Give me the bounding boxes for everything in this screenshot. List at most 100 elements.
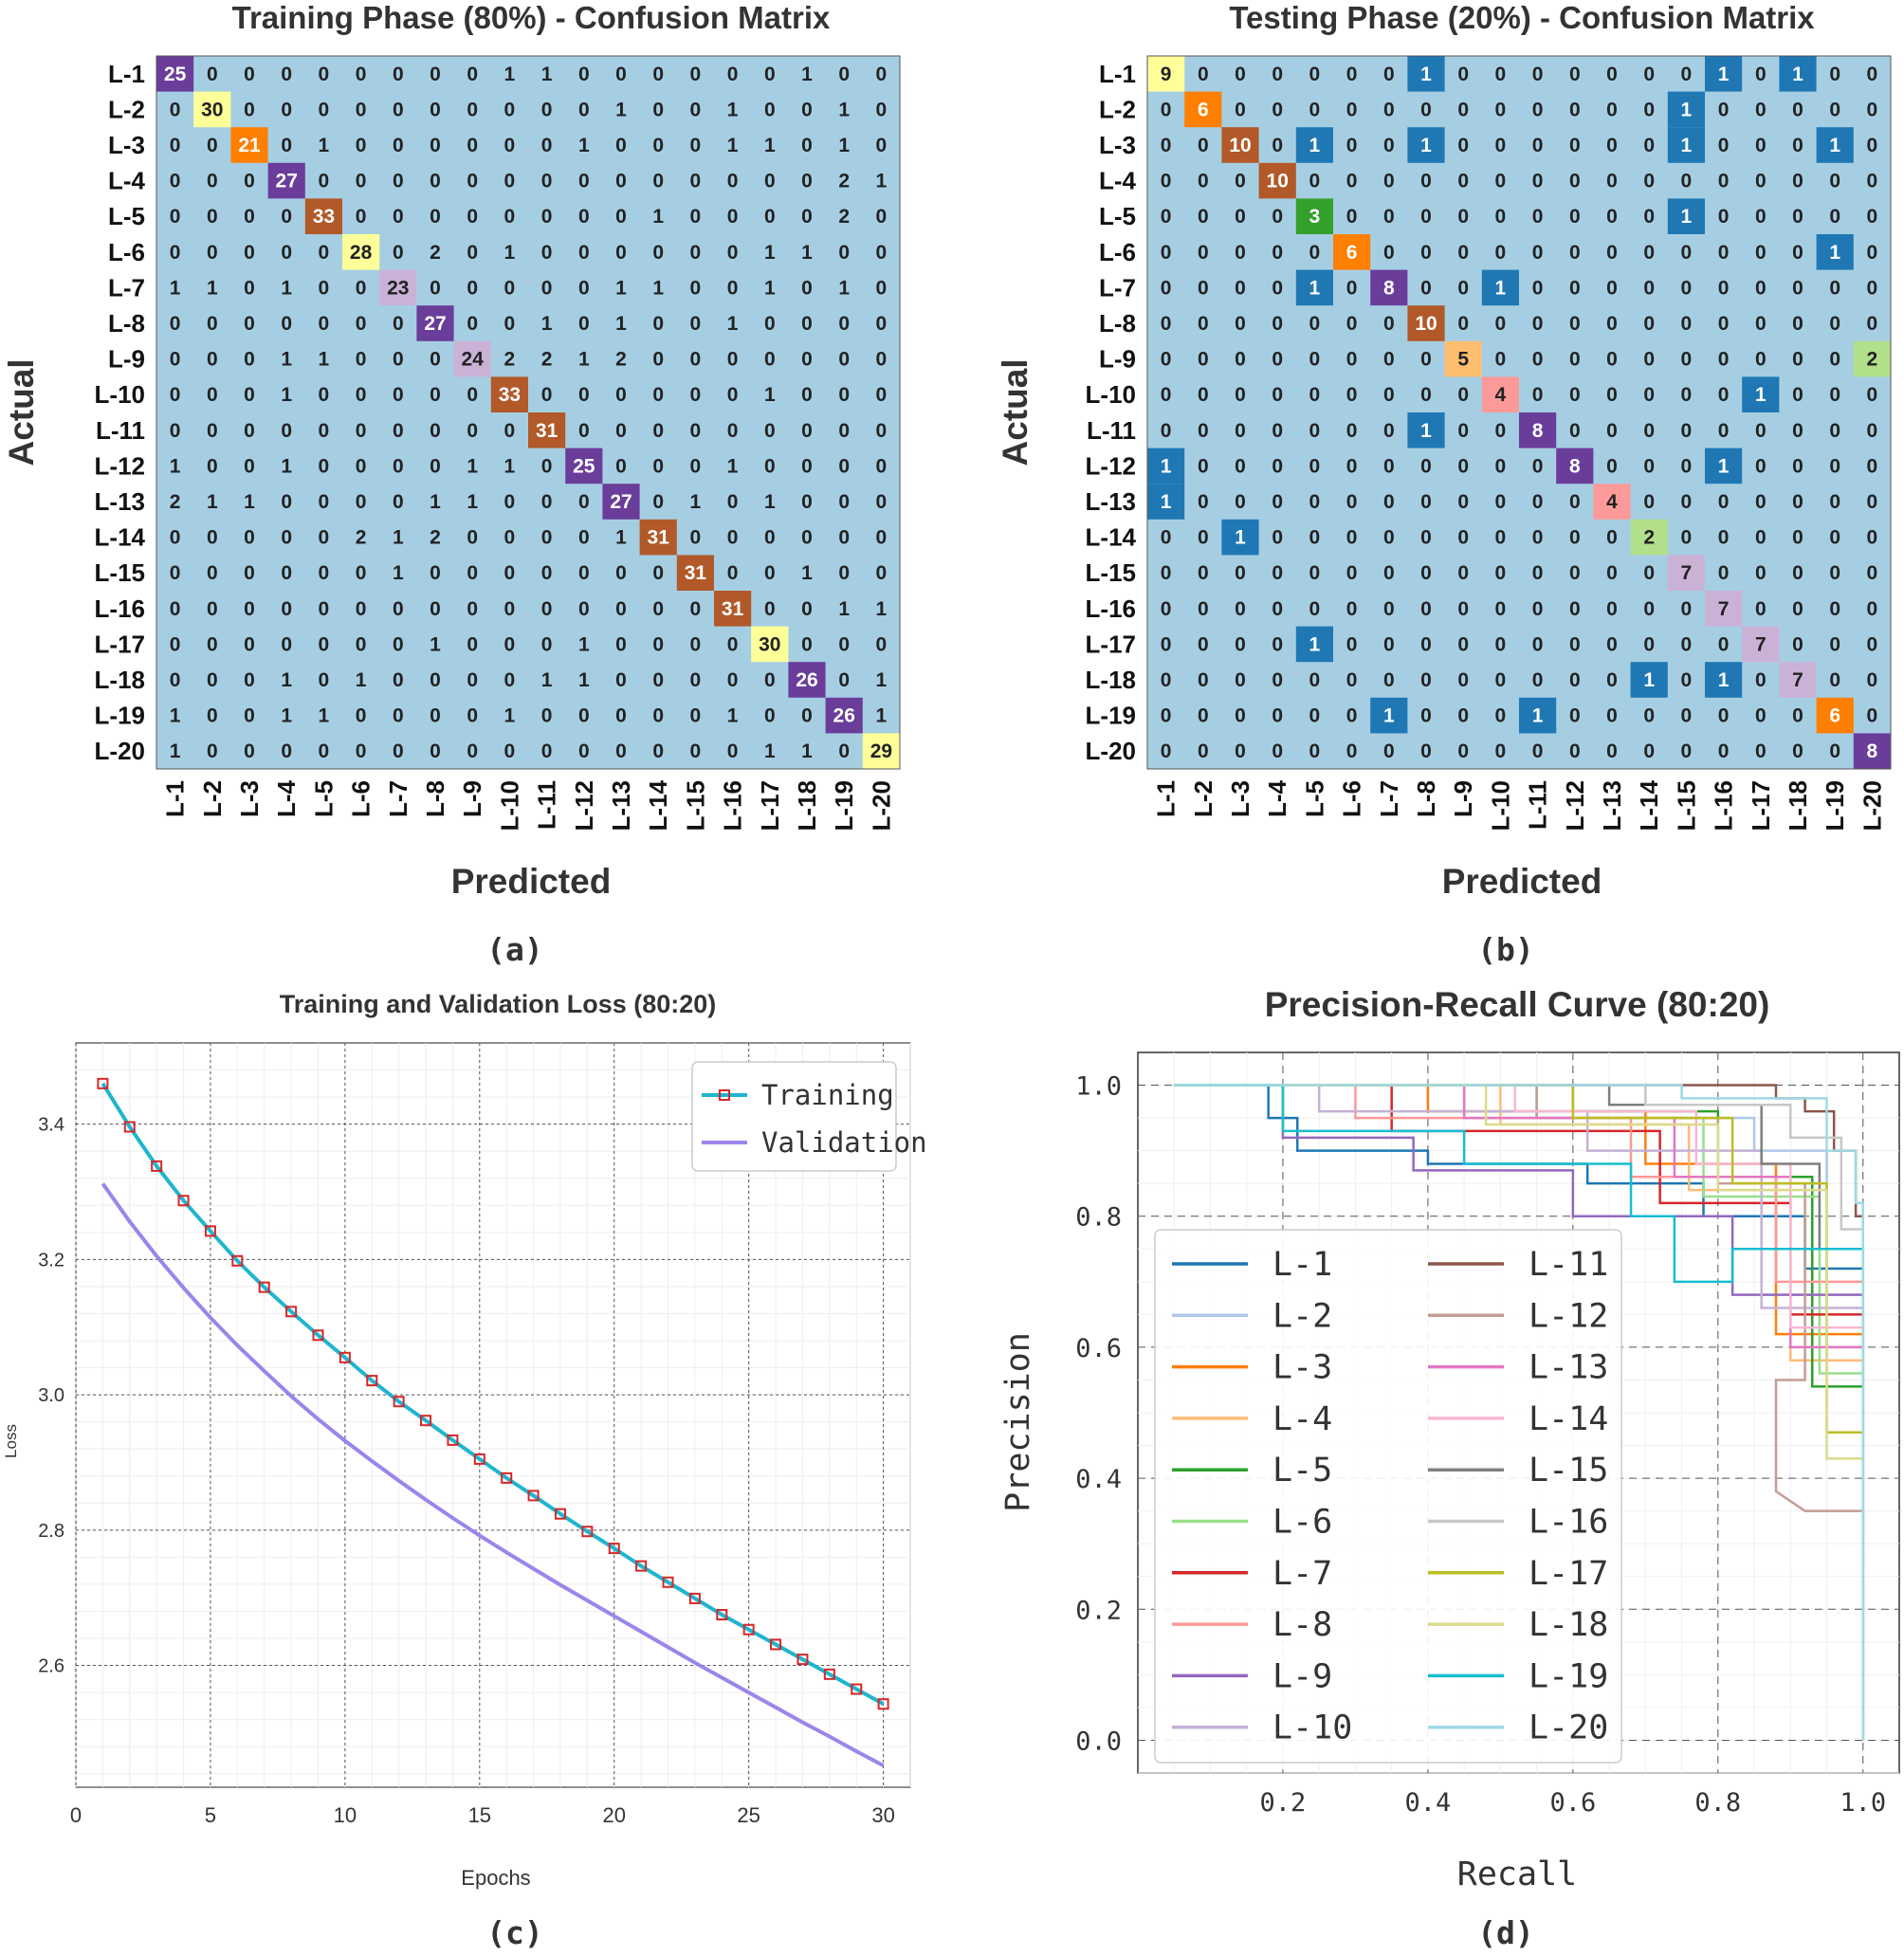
cell-value: 1	[541, 64, 553, 85]
cell-value: 0	[690, 242, 702, 264]
cell-value: 2	[1867, 349, 1878, 371]
panel-a-training-confusion-matrix: Training Phase (80%) - Confusion Matrix …	[2, 0, 901, 968]
cell-value: 0	[1309, 740, 1321, 762]
cell-value: 26	[796, 669, 817, 691]
cell-value: 0	[1718, 633, 1730, 655]
cell-value: 0	[504, 135, 516, 156]
cell-value: 0	[1718, 491, 1730, 513]
cell-value: 0	[1755, 99, 1767, 120]
cell-value: 1	[615, 99, 627, 120]
cell-value: 0	[319, 277, 330, 299]
legend-label: Validation	[761, 1126, 927, 1159]
cell-value: 1	[838, 135, 850, 156]
panel-a-caption: (a)	[486, 931, 543, 968]
training-marker	[123, 1121, 136, 1133]
panel-d-ylabel: Precision	[999, 1332, 1037, 1512]
cell-value: 1	[801, 562, 813, 584]
cell-value: 0	[764, 669, 776, 691]
cell-value: 0	[1420, 598, 1432, 620]
x-tick-label: L-12	[570, 780, 598, 831]
cell-value: 0	[1383, 562, 1395, 584]
heatmap-cell	[1705, 56, 1743, 92]
legend-label: L-12	[1529, 1297, 1608, 1335]
cell-value: 0	[1755, 64, 1767, 85]
cell-value: 0	[430, 206, 441, 228]
cell-value: 0	[170, 99, 181, 120]
cell-value: 0	[1198, 633, 1209, 655]
cell-value: 0	[1792, 99, 1803, 120]
cell-value: 0	[1829, 384, 1840, 406]
cell-value: 0	[1235, 562, 1246, 584]
cell-value: 0	[1198, 740, 1209, 762]
cell-value: 1	[764, 135, 776, 156]
cell-value: 0	[1829, 455, 1840, 477]
cell-value: 0	[1457, 420, 1469, 442]
heatmap-cell	[1370, 697, 1408, 734]
cell-value: 0	[319, 64, 330, 85]
cell-value: 0	[1755, 527, 1767, 549]
y-tick-label: 0.2	[1075, 1596, 1122, 1625]
cell-value: 1	[764, 491, 776, 513]
cell-value: 0	[1309, 598, 1321, 620]
cell-value: 0	[281, 206, 292, 228]
cell-value: 1	[1309, 135, 1321, 156]
cell-value: 1	[356, 669, 367, 691]
heatmap-cell	[1370, 269, 1408, 306]
x-tick-label: L-18	[1784, 780, 1812, 831]
cell-value: 0	[1606, 420, 1618, 442]
cell-value: 0	[1420, 277, 1432, 299]
cell-value: 0	[356, 313, 367, 335]
cell-value: 0	[1346, 206, 1358, 228]
y-tick-label: 3.2	[38, 1250, 64, 1270]
panel-d-caption: (d)	[1477, 1914, 1534, 1951]
heatmap-cell	[1258, 162, 1296, 199]
x-tick-label: 0.4	[1405, 1788, 1452, 1818]
heatmap-cell	[1407, 412, 1445, 448]
cell-value: 0	[578, 242, 590, 264]
cell-value: 0	[1495, 99, 1507, 120]
cell-value: 0	[1420, 740, 1432, 762]
cell-value: 1	[1718, 455, 1730, 477]
cell-value: 0	[393, 633, 404, 655]
cell-value: 2	[430, 242, 441, 264]
cell-value: 1	[1495, 277, 1507, 299]
heatmap-cell	[1407, 56, 1445, 92]
cell-value: 0	[170, 562, 181, 584]
heatmap-cell	[1742, 376, 1780, 412]
cell-value: 0	[207, 313, 218, 335]
cell-value: 0	[1161, 171, 1172, 192]
cell-value: 1	[727, 455, 739, 477]
legend-box	[1154, 1229, 1622, 1764]
cell-value: 0	[393, 171, 404, 192]
cell-value: 0	[430, 135, 441, 156]
heatmap-cell	[602, 484, 640, 520]
panel-c-ylabel: Loss	[2, 1424, 20, 1458]
y-tick-label: L-4	[108, 167, 146, 195]
training-marker	[312, 1329, 324, 1342]
legend-label: L-3	[1272, 1349, 1332, 1387]
cell-value: 0	[615, 740, 627, 762]
cell-value: 0	[690, 527, 702, 549]
cell-value: 0	[1420, 384, 1432, 406]
heatmap-cell	[1407, 127, 1445, 163]
cell-value: 0	[1867, 420, 1878, 442]
cell-value: 0	[652, 64, 664, 85]
cell-value: 0	[1681, 527, 1693, 549]
cell-value: 0	[801, 277, 813, 299]
cell-value: 0	[1606, 633, 1618, 655]
cell-value: 0	[1755, 705, 1767, 727]
cell-value: 1	[1309, 633, 1321, 655]
cell-value: 1	[281, 277, 292, 299]
cell-value: 0	[838, 420, 850, 442]
cell-value: 0	[876, 313, 888, 335]
cell-value: 0	[207, 206, 218, 228]
cell-value: 0	[1867, 64, 1878, 85]
cell-value: 0	[1272, 669, 1283, 691]
cell-value: 0	[1718, 527, 1730, 549]
cell-value: 0	[1383, 598, 1395, 620]
x-tick-label: 10	[334, 1803, 357, 1827]
training-marker	[851, 1683, 863, 1695]
cell-value: 0	[1718, 99, 1730, 120]
cell-value: 0	[356, 206, 367, 228]
cell-value: 0	[1792, 349, 1803, 371]
